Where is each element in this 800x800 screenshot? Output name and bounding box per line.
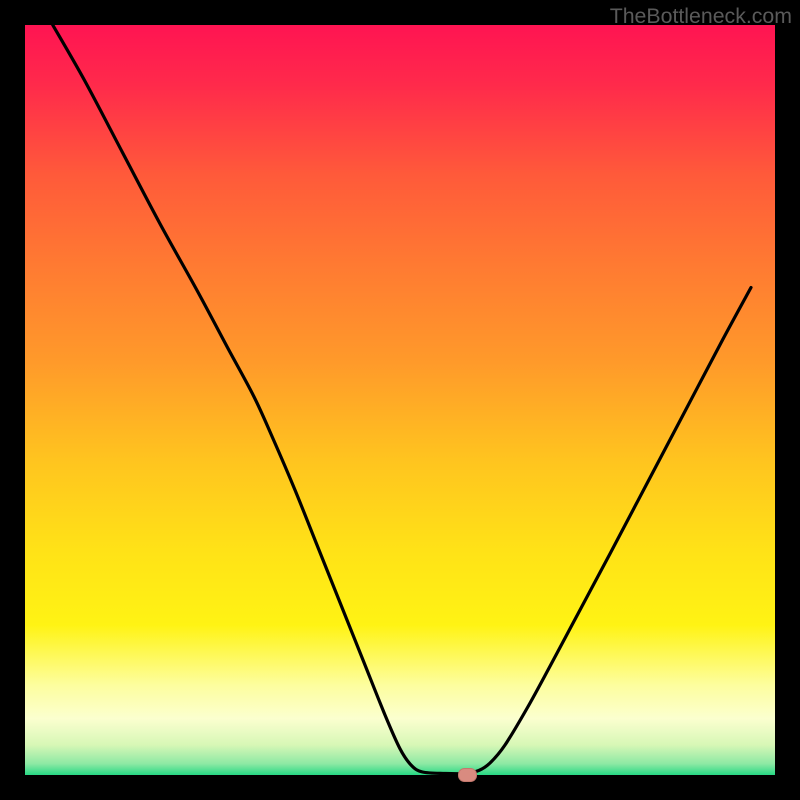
- optimal-marker: [459, 769, 477, 782]
- bottleneck-chart: [0, 0, 800, 800]
- chart-container: TheBottleneck.com: [0, 0, 800, 800]
- plot-area: [25, 25, 775, 775]
